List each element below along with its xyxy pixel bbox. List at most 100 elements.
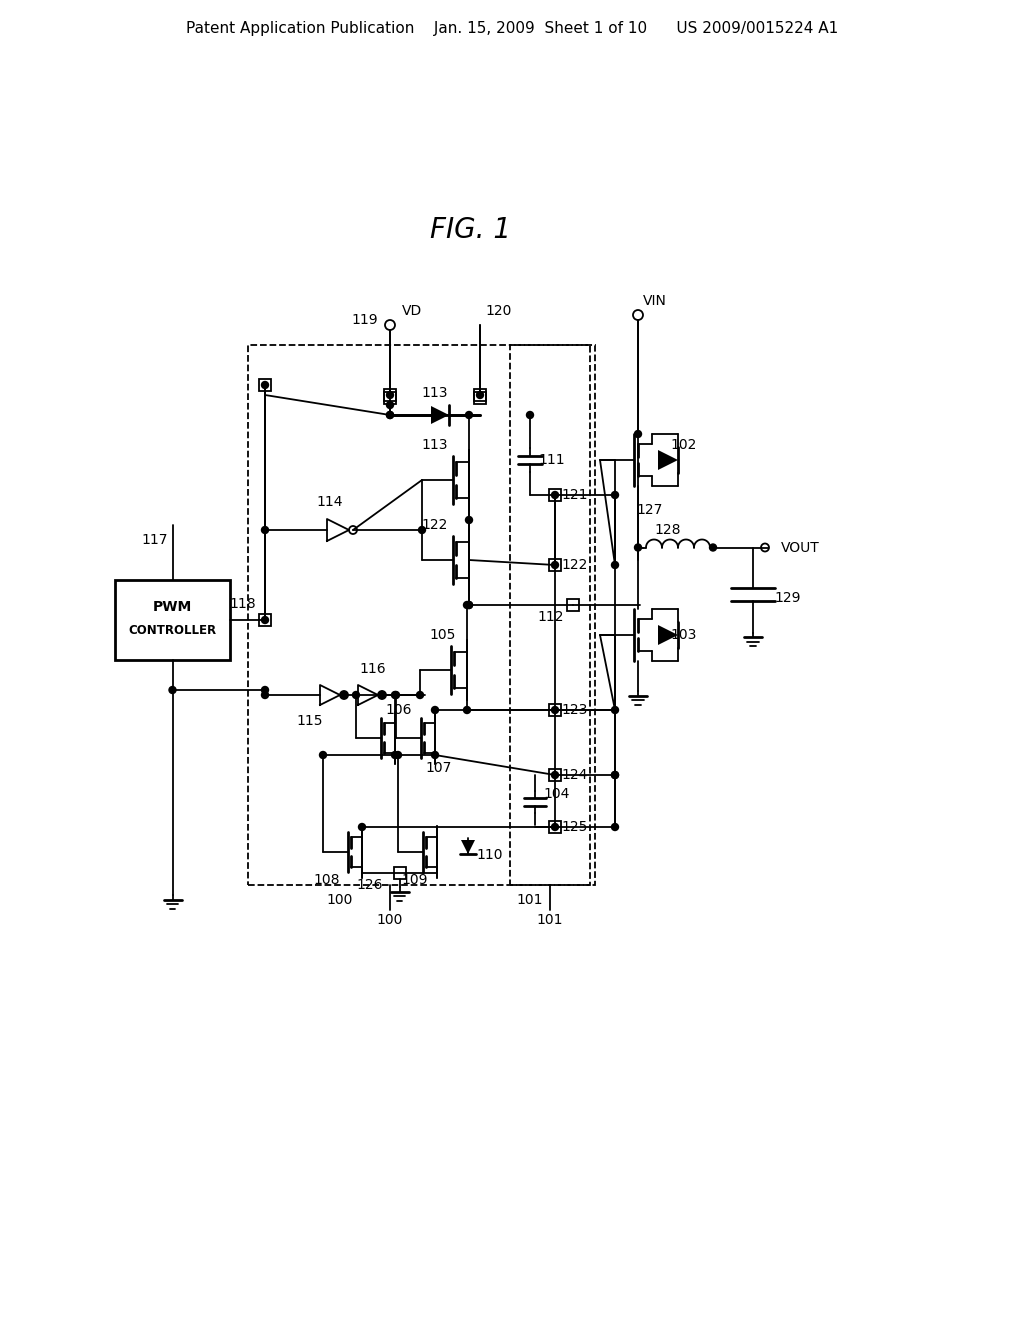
Text: 117: 117	[141, 533, 168, 546]
Bar	[248, 345, 595, 884]
Circle shape	[466, 412, 472, 418]
Circle shape	[431, 751, 438, 759]
Circle shape	[391, 692, 398, 698]
Circle shape	[466, 602, 472, 609]
Circle shape	[386, 401, 393, 408]
Text: 115: 115	[297, 714, 324, 729]
Text: VD: VD	[402, 304, 422, 318]
Circle shape	[386, 412, 393, 418]
Text: Patent Application Publication    Jan. 15, 2009  Sheet 1 of 10      US 2009/0015: Patent Application Publication Jan. 15, …	[186, 21, 838, 36]
Text: 104: 104	[544, 787, 570, 801]
Circle shape	[417, 692, 424, 698]
Circle shape	[552, 824, 558, 830]
Text: 124: 124	[562, 768, 588, 781]
Circle shape	[431, 706, 438, 714]
Circle shape	[464, 602, 470, 609]
Text: 103: 103	[671, 628, 697, 642]
Circle shape	[611, 824, 618, 830]
Circle shape	[552, 706, 558, 714]
Circle shape	[635, 430, 641, 437]
Circle shape	[476, 392, 483, 399]
Text: 118: 118	[229, 597, 256, 611]
Text: FIG. 1: FIG. 1	[429, 216, 511, 244]
Text: 108: 108	[313, 873, 340, 887]
Text: PWM: PWM	[153, 601, 193, 614]
Circle shape	[611, 491, 618, 499]
Circle shape	[611, 561, 618, 569]
Circle shape	[261, 686, 268, 693]
Circle shape	[358, 824, 366, 830]
Text: 123: 123	[562, 704, 588, 717]
Text: 110: 110	[477, 847, 503, 862]
Text: 121: 121	[562, 488, 588, 502]
Circle shape	[261, 527, 268, 533]
Circle shape	[261, 692, 268, 698]
Bar	[510, 345, 590, 884]
Text: 109: 109	[401, 873, 428, 887]
Text: 100: 100	[327, 894, 353, 907]
Circle shape	[379, 692, 385, 698]
Text: 125: 125	[562, 820, 588, 834]
Circle shape	[261, 616, 268, 623]
Bar	[474, 392, 486, 404]
Bar	[549, 770, 561, 781]
Bar	[549, 558, 561, 572]
Text: 126: 126	[356, 878, 383, 892]
Circle shape	[552, 771, 558, 779]
Circle shape	[552, 561, 558, 569]
Text: VIN: VIN	[643, 294, 667, 308]
Circle shape	[391, 751, 398, 759]
Circle shape	[169, 686, 176, 693]
Circle shape	[710, 544, 717, 550]
Text: 101: 101	[517, 894, 544, 907]
Text: 112: 112	[538, 610, 564, 624]
Polygon shape	[431, 407, 449, 424]
Bar	[549, 488, 561, 502]
Bar	[549, 704, 561, 715]
Circle shape	[261, 381, 268, 388]
Circle shape	[466, 602, 472, 609]
Circle shape	[352, 692, 359, 698]
Polygon shape	[658, 624, 678, 645]
Circle shape	[526, 412, 534, 418]
Bar	[115, 579, 230, 660]
Circle shape	[466, 516, 472, 524]
Circle shape	[392, 692, 399, 698]
Text: 116: 116	[359, 663, 386, 676]
Circle shape	[379, 692, 385, 698]
Circle shape	[464, 706, 470, 714]
Circle shape	[419, 527, 426, 533]
Text: 129: 129	[775, 590, 801, 605]
Text: 127: 127	[637, 503, 664, 517]
Text: 100: 100	[377, 913, 403, 927]
Text: 119: 119	[351, 313, 378, 327]
Text: 107: 107	[426, 762, 453, 775]
Circle shape	[394, 751, 401, 759]
Bar	[393, 867, 406, 879]
Circle shape	[635, 544, 641, 550]
Text: 106: 106	[386, 704, 413, 717]
Circle shape	[386, 412, 393, 418]
Text: 114: 114	[316, 495, 343, 510]
Circle shape	[386, 392, 393, 399]
Text: VOUT: VOUT	[781, 540, 820, 554]
Bar	[384, 389, 396, 401]
Circle shape	[341, 692, 347, 698]
Text: 111: 111	[539, 453, 565, 467]
Text: 102: 102	[671, 438, 697, 451]
Polygon shape	[461, 840, 475, 854]
Text: 113: 113	[422, 438, 449, 451]
Text: 101: 101	[537, 913, 563, 927]
Circle shape	[319, 751, 327, 759]
Text: 105: 105	[430, 628, 456, 642]
Bar	[259, 379, 271, 391]
Bar	[259, 614, 271, 626]
Circle shape	[611, 771, 618, 779]
Text: 120: 120	[485, 304, 511, 318]
Text: 113: 113	[422, 385, 449, 400]
Text: 122: 122	[422, 517, 449, 532]
Circle shape	[552, 491, 558, 499]
Bar	[549, 821, 561, 833]
Circle shape	[611, 706, 618, 714]
Text: 122: 122	[562, 558, 588, 572]
